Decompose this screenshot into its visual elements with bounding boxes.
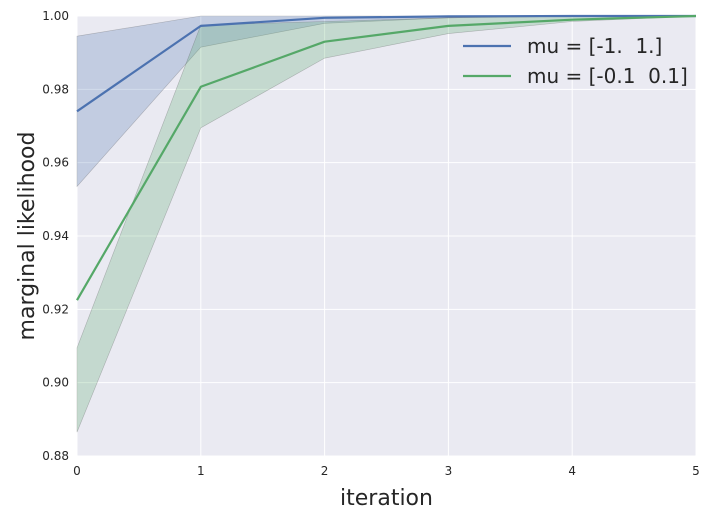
x-tick-label: 1 — [197, 464, 205, 478]
legend-label: mu = [-0.1 0.1] — [527, 64, 688, 88]
y-tick-label: 0.90 — [42, 376, 69, 390]
x-tick-label: 5 — [692, 464, 700, 478]
x-tick-label: 2 — [321, 464, 329, 478]
x-axis-label: iteration — [340, 486, 433, 511]
y-tick-labels: 0.88 0.90 0.92 0.94 0.96 0.98 1.00 — [42, 9, 69, 463]
y-tick-label: 0.96 — [42, 156, 69, 170]
y-axis-label: marginal likelihood — [15, 132, 40, 341]
x-gridlines — [76, 16, 697, 456]
line-series-1 — [76, 14, 697, 301]
y-tick-label: 0.92 — [42, 302, 69, 316]
legend: mu = [-1. 1.] mu = [-0.1 0.1] — [463, 34, 688, 88]
y-tick-label: 1.00 — [42, 9, 69, 23]
y-tick-label: 0.88 — [42, 449, 69, 463]
x-tick-labels: 0 1 2 3 4 5 — [73, 464, 700, 478]
series-lines — [76, 14, 697, 301]
y-tick-label: 0.94 — [42, 229, 69, 243]
y-tick-label: 0.98 — [42, 82, 69, 96]
x-tick-label: 3 — [445, 464, 453, 478]
legend-label: mu = [-1. 1.] — [527, 34, 662, 58]
line-series-0 — [76, 14, 696, 113]
x-tick-label: 4 — [568, 464, 576, 478]
x-tick-label: 0 — [73, 464, 81, 478]
